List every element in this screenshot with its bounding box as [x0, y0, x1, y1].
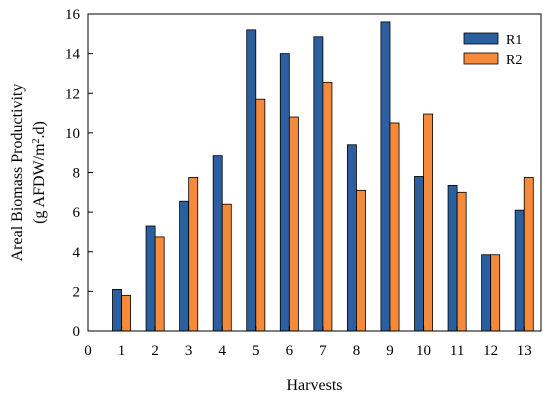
x-tick-label: 6: [286, 343, 294, 359]
x-axis-title: Harvests: [287, 377, 343, 394]
y-tick-label: 4: [73, 245, 81, 261]
y-axis-title-line2: (g AFDW/m2.d): [31, 121, 49, 224]
x-tick-label: 0: [84, 343, 92, 359]
x-tick-label: 1: [118, 343, 126, 359]
x-tick-label: 8: [353, 343, 361, 359]
y-axis-title: Areal Biomass Productivity (g AFDW/m2.d): [9, 84, 48, 262]
y-tick-label: 14: [65, 47, 81, 63]
bar-r2-harvest-11: [456, 191, 467, 332]
x-tick-label: 3: [185, 343, 193, 359]
x-tick-label: 13: [517, 343, 532, 359]
bar-r1-harvest-2: [145, 225, 156, 332]
bar-r2-harvest-6: [288, 116, 299, 332]
bar-r1-harvest-1: [112, 288, 122, 332]
bar-r2-harvest-8: [356, 189, 366, 332]
y-tick-label: 8: [73, 166, 81, 182]
bar-r2-harvest-1: [121, 294, 132, 332]
legend-swatch-r2: [463, 52, 499, 65]
bar-r1-harvest-7: [313, 36, 324, 332]
x-tick-label: 5: [252, 343, 260, 359]
bar-r1-harvest-9: [380, 21, 391, 332]
bar-r1-harvest-4: [212, 155, 223, 332]
bar-r2-harvest-3: [188, 177, 199, 332]
bar-r1-harvest-12: [481, 254, 492, 332]
bar-r1-harvest-3: [179, 200, 190, 332]
bar-r2-harvest-12: [490, 254, 501, 332]
bar-r2-harvest-5: [255, 98, 266, 332]
bar-r1-harvest-10: [414, 176, 424, 332]
bars-group: [112, 21, 534, 332]
bar-r2-harvest-13: [523, 177, 534, 332]
y-axis-title-superscript: 2: [31, 138, 42, 143]
legend-swatch-r1: [463, 32, 499, 45]
x-tick-label: 7: [319, 343, 327, 359]
x-tick-label: 12: [483, 343, 498, 359]
bar-r1-harvest-8: [346, 144, 357, 332]
x-tick-label: 4: [218, 343, 226, 359]
bar-r2-harvest-2: [154, 236, 165, 332]
y-tick-label: 0: [73, 324, 81, 340]
bar-r1-harvest-6: [279, 53, 290, 332]
x-tick-label: 2: [151, 343, 159, 359]
bar-r1-harvest-13: [514, 209, 525, 332]
y-tick-label: 10: [65, 126, 80, 142]
y-tick-label: 12: [65, 86, 80, 102]
y-tick-label: 6: [73, 205, 81, 221]
y-tick-label: 16: [65, 7, 81, 23]
bar-r2-harvest-9: [389, 122, 400, 332]
bar-r1-harvest-5: [246, 29, 257, 332]
bar-r1-harvest-11: [447, 184, 458, 332]
bar-r2-harvest-7: [322, 81, 333, 332]
y-axis-title-line1: Areal Biomass Productivity: [9, 84, 26, 262]
legend-label-r1: R1: [506, 33, 522, 48]
bar-r2-harvest-10: [423, 113, 434, 332]
x-tick-label: 11: [450, 343, 464, 359]
y-axis-title-line2-suffix: .d): [31, 121, 48, 138]
x-tick-label: 10: [416, 343, 431, 359]
legend-label-r2: R2: [506, 53, 522, 68]
bar-r2-harvest-4: [221, 203, 232, 332]
x-tick-label: 9: [386, 343, 394, 359]
y-tick-label: 2: [73, 284, 81, 300]
y-axis-title-line2-prefix: (g AFDW/m: [31, 143, 48, 224]
